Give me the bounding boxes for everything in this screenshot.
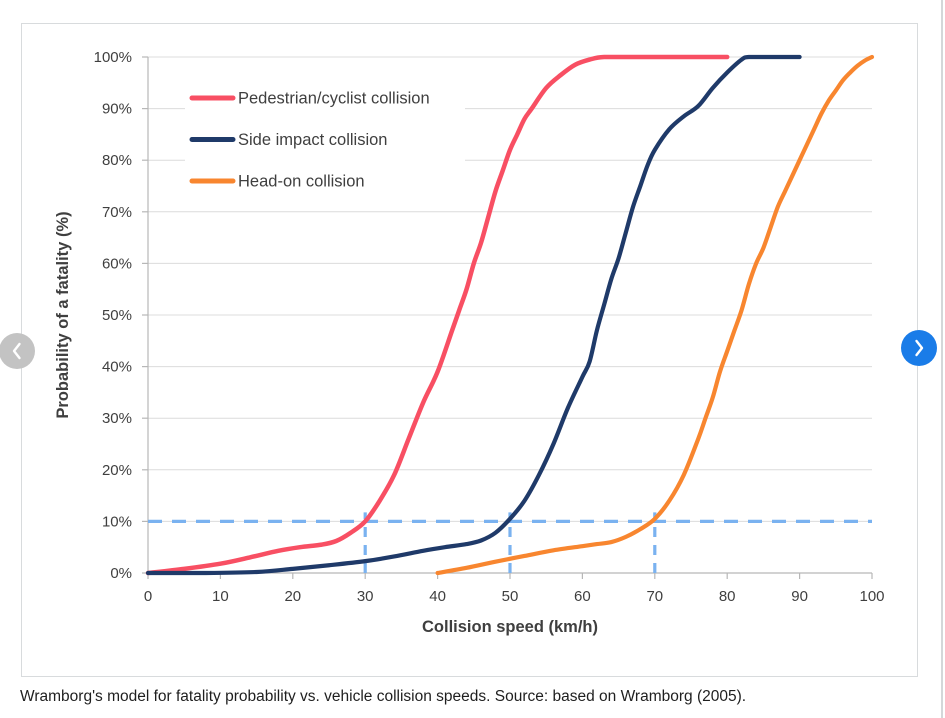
svg-text:80%: 80% bbox=[102, 152, 132, 169]
svg-text:10%: 10% bbox=[102, 513, 132, 530]
chevron-left-icon bbox=[12, 342, 21, 360]
fatality-probability-chart: Pedestrian/cyclist collision Side impact … bbox=[54, 49, 885, 636]
figure-caption: Wramborg's model for fatality probabilit… bbox=[20, 688, 747, 705]
x-axis-title: Collision speed (km/h) bbox=[422, 618, 598, 636]
page-edge-divider bbox=[941, 0, 943, 718]
legend-label: Head-on collision bbox=[238, 173, 365, 191]
svg-text:20%: 20% bbox=[102, 462, 132, 479]
svg-text:50%: 50% bbox=[102, 307, 132, 324]
svg-text:60%: 60% bbox=[102, 255, 132, 272]
series-line bbox=[145, 54, 730, 576]
svg-text:30%: 30% bbox=[102, 410, 132, 427]
svg-text:0: 0 bbox=[144, 588, 152, 605]
figure-card: Pedestrian/cyclist collision Side impact … bbox=[21, 23, 918, 677]
legend: Pedestrian/cyclist collision Side impact … bbox=[185, 79, 465, 195]
curves bbox=[145, 54, 875, 576]
svg-text:0%: 0% bbox=[110, 565, 132, 582]
legend-label: Side impact collision bbox=[238, 131, 387, 149]
svg-text:100%: 100% bbox=[94, 49, 132, 66]
svg-text:10: 10 bbox=[212, 588, 229, 605]
svg-text:60: 60 bbox=[574, 588, 591, 605]
carousel-next-button[interactable] bbox=[901, 330, 937, 366]
legend-label: Pedestrian/cyclist collision bbox=[238, 90, 430, 108]
svg-text:80: 80 bbox=[719, 588, 736, 605]
svg-text:90%: 90% bbox=[102, 101, 132, 118]
svg-text:30: 30 bbox=[357, 588, 374, 605]
y-axis-title: Probability of a fatality (%) bbox=[54, 211, 72, 418]
chevron-right-icon bbox=[915, 339, 924, 357]
svg-text:90: 90 bbox=[791, 588, 808, 605]
series-line bbox=[145, 54, 802, 576]
svg-text:50: 50 bbox=[502, 588, 519, 605]
axis-labels: 0% 10% 20% 30% 40% 50% 60% 70% 80% 90% 100% 0 10 20 30… bbox=[54, 49, 885, 636]
svg-text:40: 40 bbox=[429, 588, 446, 605]
svg-text:70: 70 bbox=[646, 588, 663, 605]
svg-text:100: 100 bbox=[859, 588, 884, 605]
svg-text:40%: 40% bbox=[102, 359, 132, 376]
svg-text:20: 20 bbox=[284, 588, 301, 605]
series-line bbox=[435, 54, 875, 576]
svg-text:70%: 70% bbox=[102, 204, 132, 221]
carousel-prev-button[interactable] bbox=[0, 333, 35, 369]
